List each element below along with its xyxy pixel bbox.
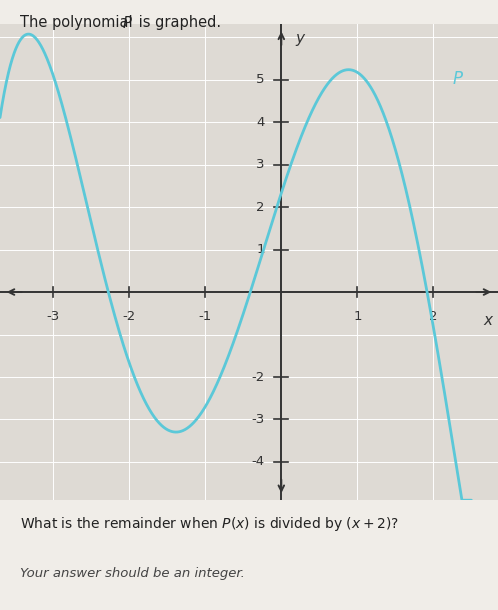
Text: -3: -3 [47,310,60,323]
Text: Your answer should be an integer.: Your answer should be an integer. [20,567,245,580]
Text: 2: 2 [429,310,438,323]
Text: is graphed.: is graphed. [134,15,222,30]
Text: -4: -4 [251,456,264,468]
Text: -1: -1 [199,310,212,323]
Text: 4: 4 [256,116,264,129]
Text: What is the remainder when $P(x)$ is divided by $(x + 2)$?: What is the remainder when $P(x)$ is div… [20,515,399,534]
Text: -3: -3 [251,413,264,426]
Text: 1: 1 [256,243,264,256]
Text: 2: 2 [256,201,264,213]
Text: -2: -2 [251,370,264,384]
Text: y: y [295,30,304,46]
Text: $P$: $P$ [122,15,133,31]
Text: x: x [483,314,492,328]
Text: P: P [452,70,462,88]
Text: 1: 1 [353,310,362,323]
Text: 3: 3 [256,158,264,171]
Text: -2: -2 [123,310,136,323]
Text: 5: 5 [256,73,264,86]
Text: The polynomial: The polynomial [20,15,137,30]
